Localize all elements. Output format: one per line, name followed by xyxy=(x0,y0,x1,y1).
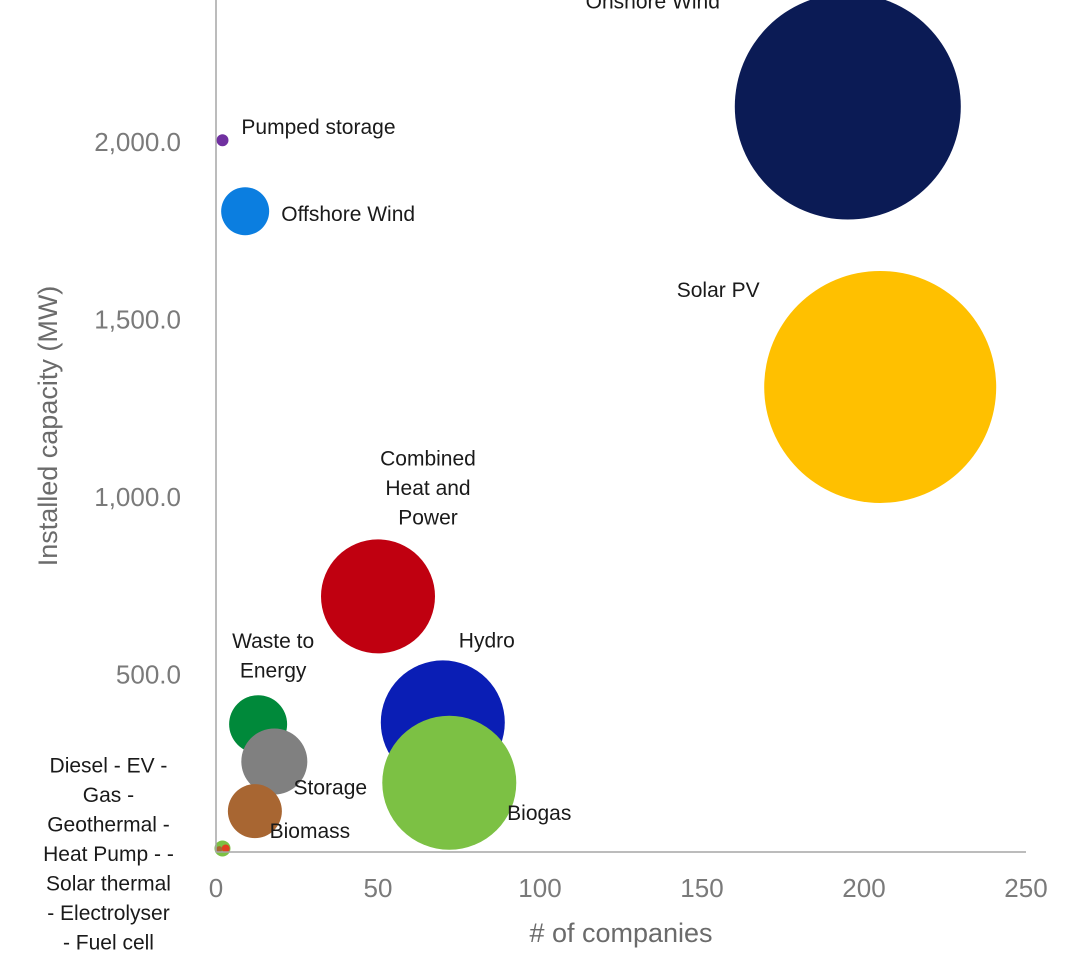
x-tick-label: 50 xyxy=(364,873,393,903)
bubble-label-biomass: Biomass xyxy=(270,820,351,843)
x-tick-labels: 0 50 100 150 200 250 xyxy=(209,873,1048,903)
bubble-pumped-storage xyxy=(216,134,229,147)
x-tick-label: 200 xyxy=(842,873,885,903)
y-tick-label: 2,000.0 xyxy=(94,127,181,157)
y-tick-label: 1,500.0 xyxy=(94,305,181,335)
bubble-layer xyxy=(214,0,997,857)
bubble-small-0 xyxy=(221,844,230,853)
x-tick-label: 150 xyxy=(680,873,723,903)
bubble-label-biogas: Biogas xyxy=(507,802,571,825)
bubble-label-solar-pv: Solar PV xyxy=(677,279,760,302)
bubble-small-1 xyxy=(216,846,223,853)
bubble-onshore-wind xyxy=(734,0,961,220)
y-tick-label: 500.0 xyxy=(116,660,181,690)
bubble-biogas xyxy=(382,715,517,850)
bubble-label-storage: Storage xyxy=(294,776,368,799)
bubble-label-diesel-ev-gas-geothermal-heat-pump-solar: Diesel - EV -Gas -Geothermal -Heat Pump … xyxy=(43,754,174,954)
bubble-label-combined-heat-and-power: Combined Heat and Power xyxy=(380,447,476,529)
bubble-storage xyxy=(241,728,308,795)
bubble-labels: Onshore Wind Solar PV Pumped storage Offsho… xyxy=(43,0,760,954)
bubble-combined-heat-and-power xyxy=(321,539,435,654)
bubble-offshore-wind xyxy=(221,187,270,236)
x-axis-title: # of companies xyxy=(529,918,712,948)
x-tick-label: 0 xyxy=(209,873,223,903)
y-tick-label: 1,000.0 xyxy=(94,482,181,512)
x-tick-label: 250 xyxy=(1004,873,1047,903)
bubble-solar-pv xyxy=(764,270,997,503)
bubble-label-onshore-wind: Onshore Wind xyxy=(586,0,720,14)
bubble-biomass xyxy=(227,784,282,839)
bubble-label-offshore-wind: Offshore Wind xyxy=(281,203,415,226)
y-tick-labels: 500.0 1,000.0 1,500.0 2,000.0 xyxy=(94,127,181,690)
bubble-label-waste-to-energy: Waste to Energy xyxy=(232,630,314,683)
x-tick-label: 100 xyxy=(518,873,561,903)
bubble-label-hydro: Hydro xyxy=(459,629,515,652)
bubble-label-pumped-storage: Pumped storage xyxy=(241,116,395,139)
y-axis-title: Installed capacity (MW) xyxy=(33,286,63,567)
